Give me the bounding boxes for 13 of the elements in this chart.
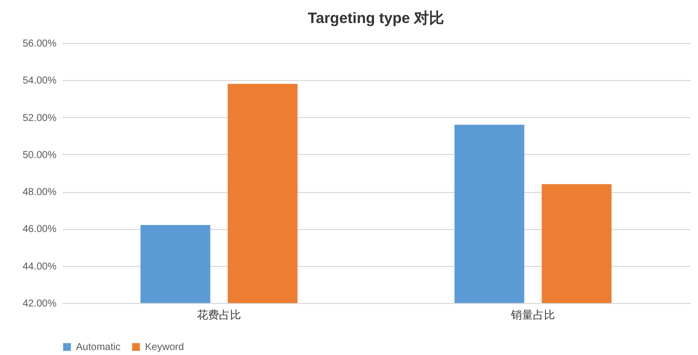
y-tick-label: 50.00% — [22, 150, 57, 161]
y-tick-label: 44.00% — [22, 261, 57, 272]
x-tick-label: 销量占比 — [510, 308, 555, 322]
y-tick-label: 54.00% — [22, 76, 57, 87]
y-tick-label: 46.00% — [22, 224, 57, 236]
x-tick-label: 花费占比 — [197, 308, 241, 322]
y-tick-label: 52.00% — [22, 112, 57, 124]
legend-label: Keyword — [145, 342, 184, 353]
y-tick-label: 48.00% — [22, 187, 57, 198]
y-tick-label: 56.00% — [22, 38, 57, 50]
chart-title: Targeting type 对比 — [308, 10, 444, 27]
y-tick-label: 42.00% — [22, 298, 57, 310]
legend-label: Automatic — [76, 342, 120, 353]
